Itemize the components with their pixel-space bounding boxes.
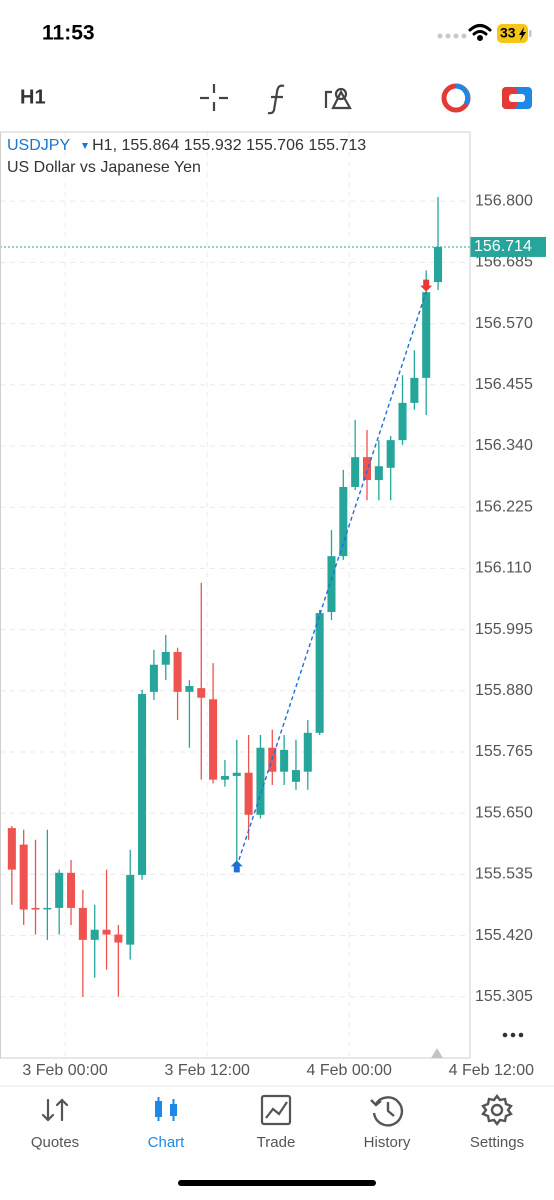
- battery-cap: [529, 30, 532, 37]
- ohlc-info: H1, 155.864 155.932 155.706 155.713: [92, 137, 366, 154]
- candle-body: [220, 775, 229, 780]
- candle-body: [31, 907, 40, 910]
- battery-level: 33: [500, 25, 516, 41]
- symbol-description: US Dollar vs Japanese Yen: [7, 159, 201, 176]
- candle-body: [185, 686, 194, 692]
- y-tick-label: 155.305: [475, 988, 533, 1005]
- candle-body: [422, 292, 431, 378]
- sell-marker: [420, 279, 433, 292]
- last-price-tag: [470, 236, 546, 257]
- x-tick-label: 3 Feb 00:00: [22, 1062, 108, 1079]
- scroll-marker[interactable]: [431, 1048, 443, 1058]
- chart-header: USDJPY H1, 155.864 155.932 155.706 155.71…: [7, 137, 366, 154]
- y-tick-label: 155.650: [475, 804, 533, 821]
- candle-body: [339, 486, 348, 557]
- tab-label[interactable]: Settings: [470, 1134, 524, 1151]
- candle-body: [114, 934, 123, 943]
- battery-icon: [497, 24, 528, 43]
- candle-body: [173, 651, 182, 692]
- trade-icon: [260, 1094, 292, 1126]
- candle-body: [362, 457, 372, 481]
- y-tick-label: 156.225: [475, 498, 533, 515]
- candle-body: [43, 907, 52, 910]
- home-indicator: [178, 1180, 376, 1186]
- candle-body: [256, 747, 265, 815]
- y-tick-label: 155.880: [475, 682, 533, 699]
- y-tick-label: 156.685: [475, 254, 533, 271]
- quotes-icon: [41, 1098, 69, 1122]
- candle-body: [209, 699, 218, 780]
- wifi-icon: [468, 24, 492, 41]
- candle-body: [67, 872, 76, 908]
- candle-body: [7, 828, 16, 870]
- candle-body: [434, 246, 443, 283]
- candle-body: [149, 664, 158, 692]
- candle-body: [410, 377, 419, 403]
- account-button[interactable]: [441, 83, 471, 113]
- history-icon: [370, 1096, 404, 1127]
- objects-button[interactable]: [324, 87, 352, 110]
- trade-button[interactable]: [502, 87, 532, 109]
- candle-body: [351, 457, 360, 487]
- charging-bolt: [519, 27, 526, 41]
- candle-body: [102, 929, 111, 935]
- x-tick-label: 4 Feb 00:00: [307, 1062, 393, 1079]
- candle-body: [315, 613, 324, 733]
- candle-body: [291, 770, 300, 782]
- crosshair-button[interactable]: [200, 84, 228, 111]
- candle-body: [90, 929, 99, 940]
- candle-body: [386, 440, 395, 468]
- tab-label[interactable]: Trade: [257, 1134, 296, 1151]
- candle-body: [327, 556, 336, 613]
- symbol-dropdown[interactable]: [82, 143, 88, 149]
- candle-body: [197, 688, 206, 698]
- candle-body: [232, 772, 241, 776]
- candle-body: [138, 693, 147, 875]
- y-tick-label: 155.995: [475, 621, 533, 638]
- settings-icon: [481, 1094, 513, 1126]
- y-tick-label: 156.340: [475, 437, 533, 454]
- candle-body: [55, 872, 64, 908]
- candle-body: [126, 874, 135, 945]
- candle-body: [280, 749, 289, 772]
- y-tick-label: 156.455: [475, 376, 533, 393]
- y-tick-label: 155.420: [475, 927, 533, 944]
- candle-body: [161, 651, 170, 665]
- x-tick-label: 3 Feb 12:00: [164, 1062, 250, 1079]
- symbol[interactable]: USDJPY: [7, 137, 70, 154]
- y-tick-label: 156.570: [475, 315, 533, 332]
- status-time: 11:53: [42, 22, 95, 45]
- tab-bar: Quotes Chart Trade History Settings: [31, 1134, 524, 1151]
- more-button[interactable]: [502, 1032, 524, 1038]
- candle-body: [374, 466, 383, 481]
- candle-body: [78, 907, 87, 940]
- tab-label[interactable]: Chart: [148, 1134, 186, 1151]
- indicators-button[interactable]: [267, 84, 285, 115]
- y-tick-label: 155.765: [475, 743, 533, 760]
- timeframe-button[interactable]: H1: [20, 86, 46, 108]
- chart[interactable]: 156.800 156.685 156.570 156.455 156.340 156.2…: [0, 132, 546, 1079]
- candle-body: [398, 402, 407, 441]
- candle-body: [19, 844, 28, 910]
- last-price-label: 156.714: [474, 238, 532, 255]
- tab-label[interactable]: Quotes: [31, 1134, 79, 1151]
- y-tick-label: 156.110: [475, 560, 532, 577]
- signal-icon: [437, 33, 467, 39]
- y-tick-label: 155.535: [475, 866, 533, 883]
- buy-marker: [230, 860, 243, 873]
- x-tick-label: 4 Feb 12:00: [449, 1062, 535, 1079]
- y-tick-label: 156.800: [475, 192, 533, 209]
- candle-body: [303, 732, 312, 772]
- candle-body: [244, 772, 253, 815]
- chart-icon: [155, 1097, 177, 1121]
- tab-label[interactable]: History: [364, 1134, 411, 1151]
- trade-line: [236, 291, 427, 867]
